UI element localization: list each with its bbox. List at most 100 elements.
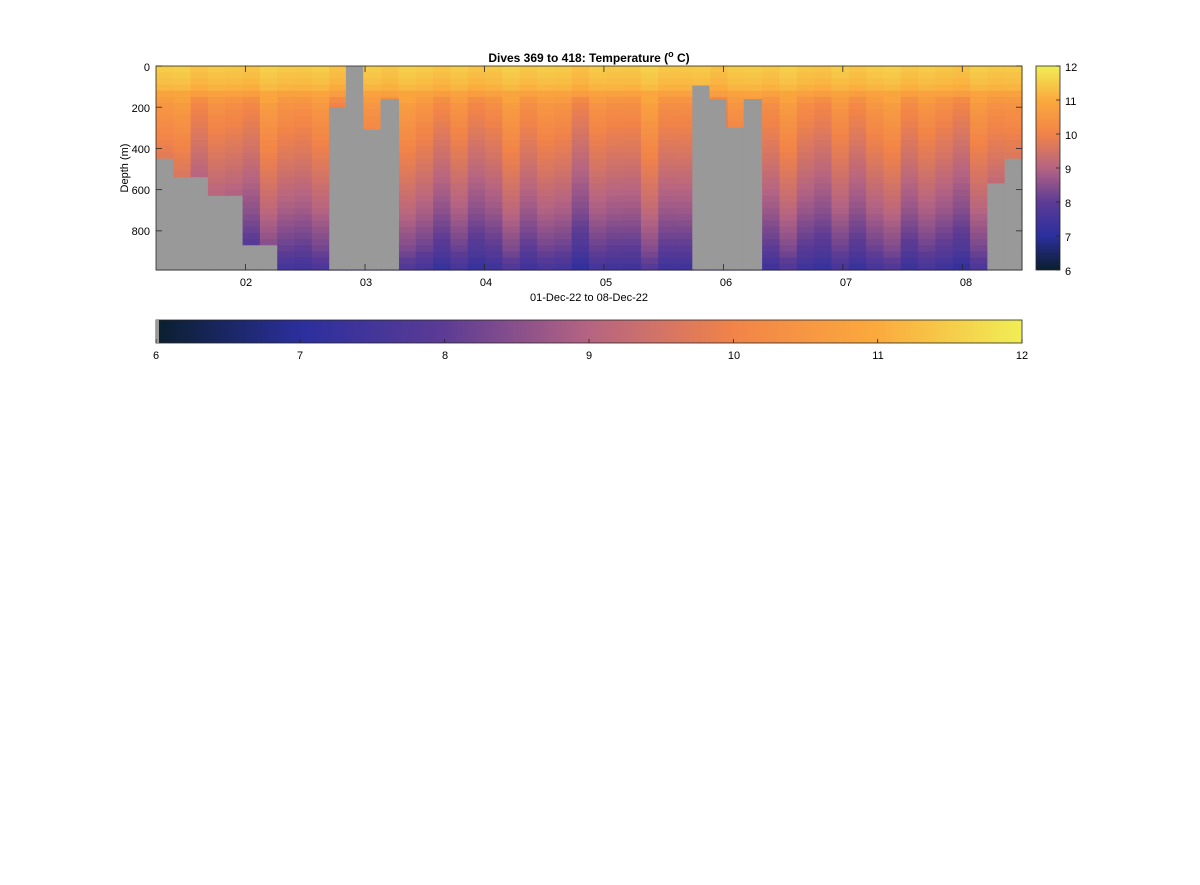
heatmap-cell <box>675 239 694 246</box>
heatmap-cell <box>987 177 1006 185</box>
heatmap-cell <box>606 121 625 129</box>
heatmap-cell <box>294 214 313 222</box>
heatmap-cell <box>294 189 313 197</box>
heatmap-cell <box>242 103 261 110</box>
heatmap-cell <box>537 134 555 141</box>
heatmap-cell <box>537 232 555 240</box>
heatmap-cell <box>554 257 573 265</box>
heatmap-cell <box>675 66 694 73</box>
heatmap-cell <box>311 171 330 178</box>
heatmap-cell <box>796 189 815 197</box>
heatmap-cell <box>987 164 1006 172</box>
heatmap-cell <box>744 78 763 86</box>
heatmap-cell <box>190 177 209 185</box>
heatmap-cell <box>640 171 659 178</box>
heatmap-cell <box>762 140 781 147</box>
heatmap-cell <box>675 251 694 259</box>
heatmap-cell <box>866 134 885 141</box>
heatmap-cell <box>606 226 625 234</box>
heatmap-cell <box>450 134 469 141</box>
heatmap-cell <box>502 208 521 215</box>
heatmap-cell <box>589 226 607 234</box>
heatmap-cell <box>900 109 919 117</box>
heatmap-cell <box>433 127 452 135</box>
heatmap-cell <box>796 177 815 185</box>
heatmap-cell <box>831 109 850 117</box>
heatmap-cell <box>554 189 573 197</box>
heatmap-cell <box>727 96 746 104</box>
heatmap-cell <box>883 127 902 135</box>
heatmap-cell <box>606 127 625 135</box>
heatmap-cell <box>952 121 971 129</box>
heatmap-cell <box>519 146 538 154</box>
heatmap-cell <box>398 115 417 123</box>
heatmap-cell <box>554 78 573 86</box>
heatmap-cell <box>1004 140 1023 147</box>
heatmap-cell <box>156 78 174 86</box>
heatmap-cell <box>762 263 781 271</box>
heatmap-cell <box>450 189 469 197</box>
heatmap-cell <box>294 84 313 92</box>
heatmap-cell <box>623 96 642 104</box>
heatmap-cell <box>433 239 452 246</box>
heatmap-cell <box>433 214 452 222</box>
heatmap-cell <box>675 140 694 147</box>
heatmap-cell <box>259 183 278 191</box>
heatmap-cell <box>952 103 971 110</box>
heatmap-cell <box>259 245 278 253</box>
heatmap-cell <box>883 78 902 86</box>
heatmap-cell <box>606 189 625 197</box>
heatmap-cell <box>762 103 781 110</box>
heatmap-cell <box>259 208 278 215</box>
heatmap-cell <box>467 245 486 253</box>
heatmap-cell <box>259 134 278 141</box>
x-tick-marks <box>245 66 963 270</box>
heatmap-cell <box>519 134 538 141</box>
heatmap-cell <box>866 146 885 154</box>
heatmap-cell <box>398 239 417 246</box>
heatmap-cell <box>779 152 798 160</box>
heatmap-cell <box>866 257 885 265</box>
heatmap-cell <box>831 263 850 271</box>
heatmap-cell <box>259 195 278 203</box>
heatmap-cell <box>918 257 936 265</box>
heatmap-cell <box>987 263 1006 271</box>
heatmap-cell <box>554 140 573 147</box>
heatmap-cell <box>814 239 833 246</box>
heatmap-cell <box>207 189 226 197</box>
heatmap-cell <box>242 195 261 203</box>
heatmap-cell <box>311 239 330 246</box>
heatmap-cell <box>589 140 607 147</box>
heatmap-cell <box>606 140 625 147</box>
heatmap-cell <box>225 171 244 178</box>
heatmap-cell <box>294 239 313 246</box>
heatmap-cell <box>744 90 763 98</box>
heatmap-cell <box>883 251 902 259</box>
horizontal-colorbar-nodata-swatch <box>156 320 159 343</box>
heatmap-cell <box>762 72 781 79</box>
heatmap-cell <box>242 257 261 265</box>
heatmap-cell <box>831 251 850 259</box>
heatmap-cell <box>935 152 954 160</box>
heatmap-cell <box>173 121 192 129</box>
heatmap-cell <box>779 158 798 166</box>
heatmap-cell <box>173 232 192 240</box>
heatmap-cell <box>311 121 330 129</box>
heatmap-cell <box>918 220 936 228</box>
heatmap-cell <box>814 96 833 104</box>
heatmap-cell <box>398 109 417 117</box>
heatmap-cell <box>173 66 192 73</box>
heatmap-cell <box>796 251 815 259</box>
heatmap-cell <box>433 84 452 92</box>
heatmap-cell <box>156 115 174 123</box>
heatmap-cell <box>450 183 469 191</box>
heatmap-cell <box>640 158 659 166</box>
heatmap-cell <box>398 177 417 185</box>
heatmap-cell <box>398 214 417 222</box>
heatmap-cell <box>415 164 434 172</box>
heatmap-cell <box>415 84 434 92</box>
no-data-regions <box>329 66 763 271</box>
heatmap-cell <box>883 177 902 185</box>
heatmap-cell <box>589 202 607 209</box>
heatmap-cell <box>589 109 607 117</box>
